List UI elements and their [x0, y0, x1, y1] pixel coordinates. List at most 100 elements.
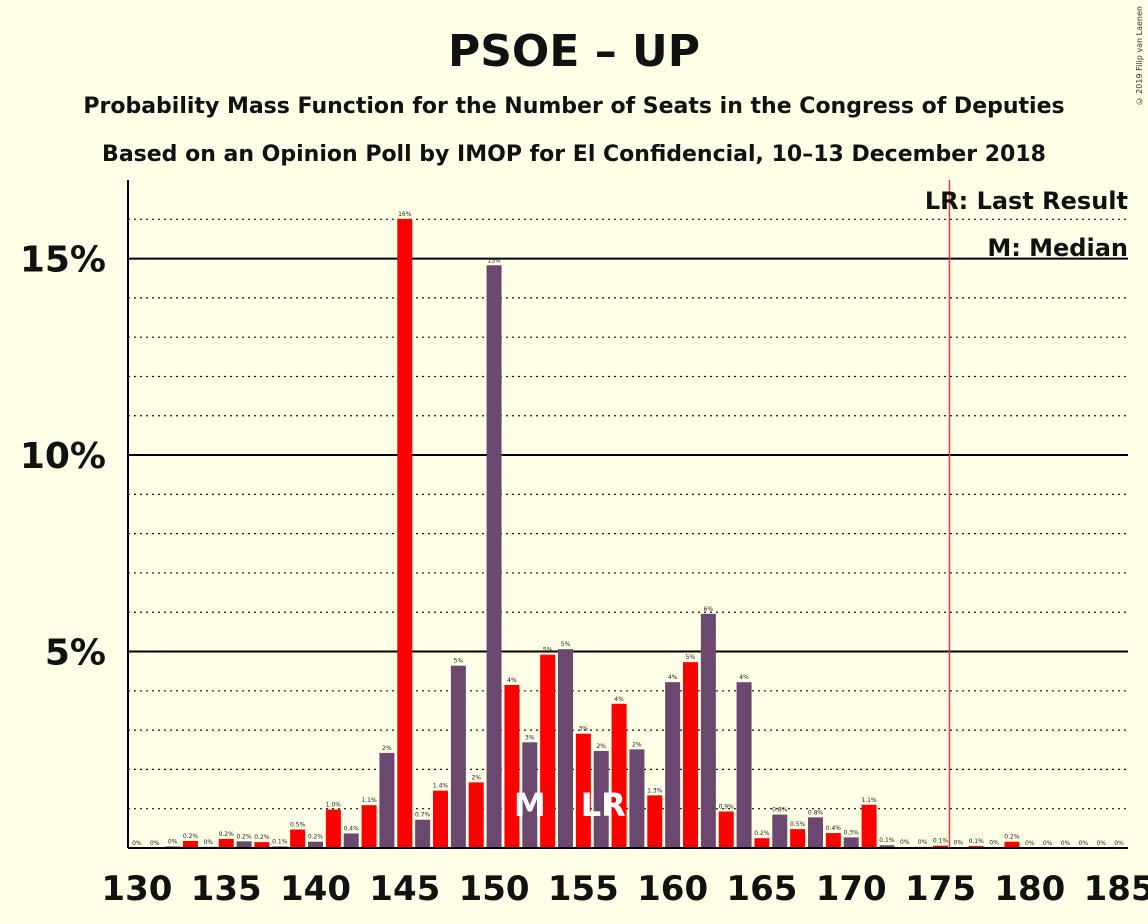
bar-171 — [861, 804, 877, 848]
bar-label-170: 0.3% — [844, 829, 860, 836]
bar-label-139: 0.5% — [290, 822, 306, 829]
bar-152 — [522, 742, 538, 848]
bar-163 — [718, 811, 734, 848]
bar-172 — [879, 845, 895, 848]
bar-167 — [790, 829, 806, 848]
x-tick-label: 175 — [905, 869, 976, 909]
bar-155 — [575, 733, 591, 848]
bar-label-133: 0.2% — [183, 833, 199, 840]
bar-label-131: 0% — [150, 840, 160, 847]
bar-141 — [325, 809, 341, 848]
bar-label-155: 3% — [579, 726, 589, 733]
bar-169 — [825, 833, 841, 848]
bar-label-140: 0.2% — [308, 834, 324, 841]
gridlines — [128, 218, 1128, 810]
bar-label-163: 0.9% — [719, 803, 735, 810]
bar-label-136: 0.2% — [236, 833, 252, 840]
bar-179 — [1004, 841, 1020, 848]
bar-label-168: 0.8% — [808, 809, 824, 816]
bar-143 — [361, 805, 377, 848]
bar-139 — [290, 829, 306, 848]
chart-subtitle-2: Based on an Opinion Poll by IMOP for El … — [102, 142, 1046, 167]
bar-label-157: 4% — [614, 696, 624, 703]
bar-label-160: 4% — [668, 674, 678, 681]
bar-label-145: 16% — [398, 211, 412, 218]
bar-162 — [700, 613, 716, 848]
x-tick-label: 155 — [548, 869, 619, 909]
bar-label-185: 0% — [1114, 840, 1124, 847]
last-result-marker: LR — [581, 786, 626, 824]
bar-label-138: 0.1% — [272, 838, 288, 845]
bar-170 — [843, 837, 859, 848]
bar-133 — [183, 840, 198, 848]
bar-160 — [665, 682, 681, 848]
bar-label-167: 0.5% — [790, 821, 806, 828]
bar-label-152: 3% — [525, 734, 535, 741]
bar-147 — [433, 790, 448, 848]
bar-157 — [611, 703, 627, 848]
bar-label-166: 0.8% — [772, 807, 788, 814]
bar-175 — [933, 845, 948, 848]
bar-label-154: 5% — [561, 641, 571, 648]
bar-label-153: 5% — [543, 647, 553, 654]
bar-label-132: 0% — [168, 838, 178, 845]
y-tick-label: 5% — [45, 633, 106, 674]
legend-last-result: LR: Last Result — [925, 187, 1128, 215]
bar-label-143: 1.1% — [361, 797, 377, 804]
legend-median: M: Median — [987, 234, 1128, 262]
bar-142 — [343, 833, 359, 848]
bar-label-173: 0% — [900, 839, 910, 846]
bar-label-177: 0.1% — [969, 838, 985, 845]
chart-subtitle-1: Probability Mass Function for the Number… — [83, 94, 1064, 119]
bar-165 — [754, 838, 770, 848]
x-tick-label: 130 — [101, 869, 172, 909]
bar-144 — [379, 752, 395, 848]
copyright-notice: © 2019 Filip van Laenen — [1135, 6, 1144, 106]
axes: 5% 10% 15% 130 135 140 145 150 155 160 165 170 175 18… — [20, 180, 1148, 909]
bar-label-150: 15% — [487, 257, 501, 264]
bar-label-147: 1.4% — [433, 783, 449, 790]
bar-label-171: 1.1% — [861, 797, 877, 804]
bar-168 — [808, 817, 823, 848]
x-tick-label: 170 — [816, 869, 887, 909]
chart-title: PSOE – UP — [448, 26, 700, 77]
bar-153 — [540, 654, 556, 848]
bar-label-174: 0% — [918, 839, 928, 846]
y-tick-label: 10% — [20, 436, 106, 477]
bar-label-146: 0.7% — [415, 812, 431, 819]
bar-137 — [254, 842, 270, 848]
bar-label-182: 0% — [1061, 840, 1071, 847]
bar-label-141: 1.0% — [326, 801, 342, 808]
y-tick-label: 15% — [20, 240, 106, 281]
bar-label-162: 6% — [704, 606, 714, 613]
x-tick-label: 180 — [994, 869, 1065, 909]
bar-135 — [218, 838, 234, 848]
bar-label-159: 1.3% — [647, 787, 663, 794]
bar-label-134: 0% — [204, 839, 214, 846]
bar-148 — [450, 665, 466, 848]
bar-label-183: 0% — [1079, 840, 1089, 847]
bar-label-169: 0.4% — [826, 825, 842, 832]
bar-146 — [415, 819, 431, 848]
median-marker: M — [514, 786, 546, 824]
bar-161 — [683, 662, 698, 848]
bar-label-156: 2% — [596, 743, 606, 750]
bar-label-181: 0% — [1043, 840, 1053, 847]
bar-label-179: 0.2% — [1004, 834, 1020, 841]
bar-label-151: 4% — [507, 677, 517, 684]
bar-156 — [593, 750, 609, 848]
bar-label-142: 0.4% — [344, 825, 360, 832]
bar-158 — [629, 749, 645, 848]
bar-label-178: 0% — [989, 840, 999, 847]
bar-label-144: 2% — [382, 745, 392, 752]
bar-label-175: 0.1% — [933, 838, 949, 845]
bar-159 — [647, 795, 663, 848]
x-tick-label: 150 — [459, 869, 530, 909]
x-tick-label: 140 — [280, 869, 351, 909]
bar-140 — [308, 841, 323, 848]
bar-label-130: 0% — [132, 840, 142, 847]
x-tick-label: 185 — [1084, 869, 1148, 909]
bar-154 — [558, 649, 573, 848]
bars: 0% 0% 0%0.2%0%0.2% 0.2% 0.2%0.1%0.5%0.2%1.0%… — [132, 211, 1124, 848]
x-tick-label: 135 — [191, 869, 262, 909]
